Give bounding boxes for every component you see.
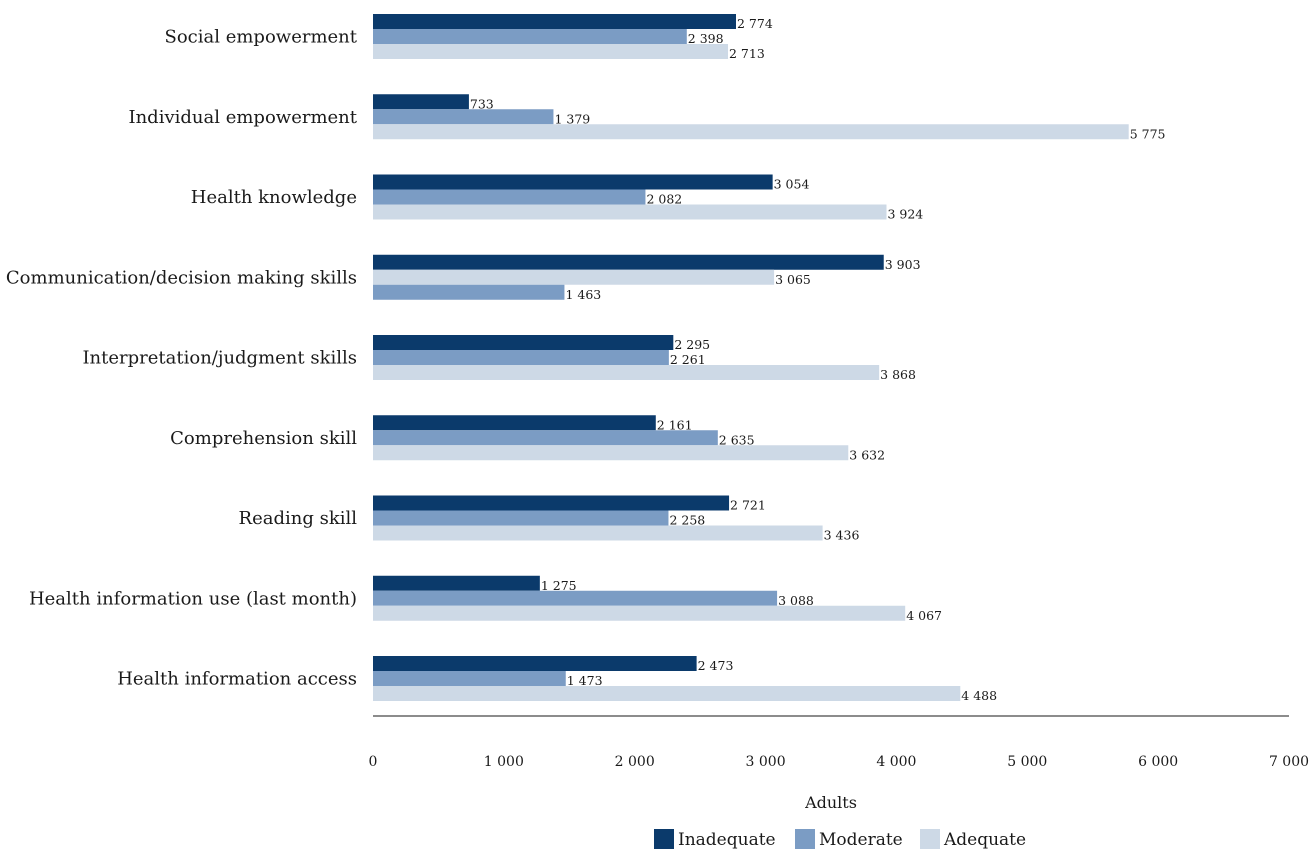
bar-social-empowerment-moderate [373, 29, 687, 44]
category-label-reading-skill: Reading skill [239, 508, 358, 529]
category-label-individual-empowerment: Individual empowerment [128, 107, 357, 128]
bar-social-empowerment-adequate [373, 44, 729, 59]
value-label-communication-decision-making-skills-adequate: 3 065 [775, 272, 811, 287]
value-label-social-empowerment-inadequate: 2 774 [737, 16, 773, 31]
bar-reading-skill-adequate [373, 525, 823, 541]
x-tick-label: 1 000 [484, 754, 524, 770]
value-label-health-information-use-last-month-inadequate: 1 275 [541, 578, 577, 593]
value-label-comprehension-skill-adequate: 3 632 [849, 447, 885, 462]
value-label-social-empowerment-adequate: 2 713 [729, 46, 765, 61]
bar-reading-skill-inadequate [373, 495, 730, 511]
category-label-health-information-use-last-month: Health information use (last month) [29, 588, 357, 609]
bar-health-information-use-last-month-adequate [373, 605, 906, 621]
x-tick-label: 4 000 [876, 754, 916, 770]
bar-communication-decision-making-skills-adequate [373, 269, 775, 285]
legend-label-inadequate: Inadequate [678, 830, 776, 849]
bar-health-information-use-last-month-inadequate [373, 575, 540, 591]
legend-swatch-adequate [920, 829, 940, 849]
value-label-comprehension-skill-moderate: 2 635 [719, 432, 755, 447]
value-label-individual-empowerment-adequate: 5 775 [1130, 126, 1166, 141]
bar-communication-decision-making-skills-moderate [373, 284, 565, 300]
bar-individual-empowerment-inadequate [373, 94, 469, 110]
x-axis-title: Adults [804, 793, 857, 812]
bar-health-information-access-adequate [373, 686, 961, 701]
value-label-communication-decision-making-skills-inadequate: 3 903 [885, 257, 921, 272]
category-label-health-information-access: Health information access [117, 669, 357, 690]
bar-health-knowledge-moderate [373, 189, 646, 205]
value-label-comprehension-skill-inadequate: 2 161 [657, 417, 693, 432]
bar-health-knowledge-adequate [373, 204, 887, 220]
x-tick-label: 7 000 [1269, 754, 1309, 770]
bar-health-information-access-inadequate [373, 656, 697, 671]
bar-individual-empowerment-moderate [373, 109, 554, 125]
bar-reading-skill-moderate [373, 510, 669, 526]
bar-communication-decision-making-skills-inadequate [373, 254, 884, 270]
bar-health-information-access-moderate [373, 671, 566, 686]
value-label-health-knowledge-moderate: 2 082 [646, 192, 682, 207]
value-label-individual-empowerment-inadequate: 733 [470, 96, 494, 111]
legend: Inadequate Moderate Adequate [654, 829, 1026, 849]
x-tick-label: 0 [369, 754, 378, 770]
x-tick-labels: 0 1 000 2 000 3 000 4 000 5 000 6 000 7 000 [369, 754, 1310, 770]
bar-interpretation-judgment-skills-moderate [373, 350, 669, 365]
value-label-social-empowerment-moderate: 2 398 [688, 31, 724, 46]
value-label-health-information-access-moderate: 1 473 [567, 673, 603, 688]
category-label-health-knowledge: Health knowledge [191, 187, 357, 208]
legend-swatch-moderate [795, 829, 815, 849]
value-label-health-knowledge-inadequate: 3 054 [774, 177, 810, 192]
value-label-reading-skill-adequate: 3 436 [824, 528, 860, 543]
bars-layer [373, 14, 1129, 701]
legend-label-moderate: Moderate [819, 830, 903, 849]
x-tick-label: 5 000 [1007, 754, 1047, 770]
bar-comprehension-skill-moderate [373, 430, 718, 446]
value-label-health-information-use-last-month-adequate: 4 067 [906, 608, 942, 623]
legend-label-adequate: Adequate [943, 830, 1026, 849]
bar-interpretation-judgment-skills-inadequate [373, 335, 674, 350]
category-label-social-empowerment: Social empowerment [164, 27, 357, 48]
bar-health-information-use-last-month-moderate [373, 590, 778, 606]
bar-comprehension-skill-adequate [373, 445, 849, 461]
value-label-health-information-use-last-month-moderate: 3 088 [778, 593, 814, 608]
value-label-interpretation-judgment-skills-inadequate: 2 295 [674, 337, 710, 352]
bar-comprehension-skill-inadequate [373, 415, 656, 431]
x-tick-label: 6 000 [1138, 754, 1178, 770]
value-label-reading-skill-inadequate: 2 721 [730, 498, 766, 513]
bar-social-empowerment-inadequate [373, 14, 736, 29]
bar-interpretation-judgment-skills-adequate [373, 365, 880, 380]
bar-health-knowledge-inadequate [373, 174, 773, 190]
x-tick-label: 2 000 [615, 754, 655, 770]
x-tick-label: 3 000 [746, 754, 786, 770]
value-label-health-knowledge-adequate: 3 924 [887, 207, 923, 222]
category-label-comprehension-skill: Comprehension skill [170, 428, 357, 449]
category-label-communication-decision-making-skills: Communication/decision making skills [6, 267, 357, 288]
value-label-interpretation-judgment-skills-adequate: 3 868 [880, 367, 916, 382]
bar-individual-empowerment-adequate [373, 124, 1129, 140]
value-label-communication-decision-making-skills-moderate: 1 463 [565, 287, 601, 302]
value-label-health-information-access-adequate: 4 488 [961, 688, 997, 703]
category-label-interpretation-judgment-skills: Interpretation/judgment skills [82, 348, 357, 369]
value-label-interpretation-judgment-skills-moderate: 2 261 [670, 352, 706, 367]
value-label-individual-empowerment-moderate: 1 379 [554, 111, 590, 126]
value-label-reading-skill-moderate: 2 258 [669, 513, 705, 528]
labels-layer: Social empowerment 2 774 2 398 2 713 Individ… [6, 16, 1166, 703]
legend-swatch-inadequate [654, 829, 674, 849]
value-label-health-information-access-inadequate: 2 473 [698, 658, 734, 673]
